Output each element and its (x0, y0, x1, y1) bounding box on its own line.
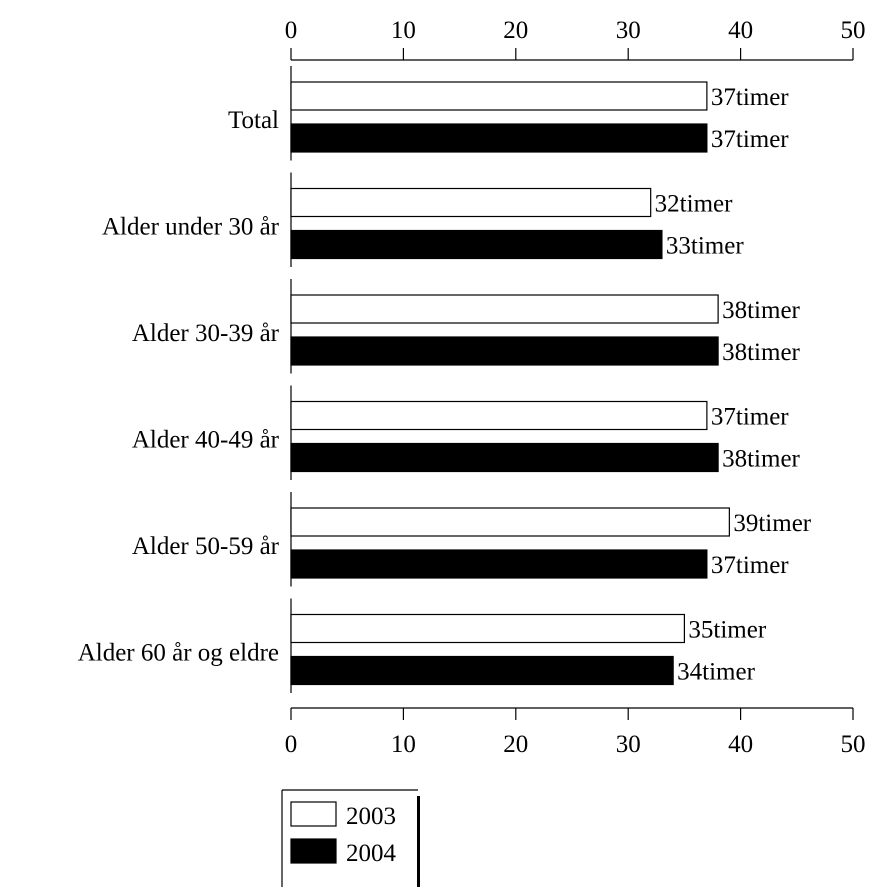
data-label-2004: 33timer (666, 233, 744, 260)
x-tick-label-top: 40 (728, 17, 753, 44)
data-label-2003: 38timer (722, 297, 800, 324)
category-label: Alder 30-39 år (132, 320, 280, 347)
data-label-2004: 37timer (711, 552, 789, 579)
category-label: Alder 40-49 år (132, 427, 280, 454)
bars: 37timer 37timer 32timer 33timer 38timer 38tim… (290, 81, 812, 686)
data-label-2004: 34timer (677, 659, 755, 686)
category-label: Alder 60 år og eldre (78, 640, 279, 667)
data-label-2003: 39timer (733, 510, 811, 537)
x-tick-label-bottom: 40 (728, 731, 753, 758)
x-tick-label-top: 50 (841, 17, 866, 44)
data-label-2004: 38timer (722, 446, 800, 473)
data-label-2003: 35timer (688, 617, 766, 644)
legend-border-right (417, 796, 420, 887)
x-tick-label-top: 10 (391, 17, 416, 44)
x-tick-label-bottom: 20 (503, 731, 528, 758)
bar-2004 (290, 549, 708, 579)
legend: 2003 2004 (281, 789, 420, 887)
data-label-2003: 37timer (711, 404, 789, 431)
bar-2004 (290, 655, 674, 686)
bar-2003 (290, 81, 708, 111)
x-tick-label-top: 30 (616, 17, 641, 44)
bar-2003 (290, 613, 685, 644)
category-label: Alder 50-59 år (132, 533, 280, 560)
chart-axes: 0 0 10 10 20 20 30 30 40 40 50 50 (285, 17, 866, 758)
bar-2003 (290, 187, 652, 218)
bar-2004 (290, 442, 719, 473)
data-label-2004: 38timer (722, 339, 800, 366)
legend-label-2003: 2003 (346, 803, 396, 830)
category-labels: Total Alder under 30 år Alder 30-39 år Alde… (78, 107, 280, 667)
x-tick-label-top: 0 (285, 17, 298, 44)
legend-swatch-2003 (290, 801, 337, 827)
legend-label-2004: 2004 (346, 840, 397, 867)
x-tick-label-bottom: 0 (285, 731, 298, 758)
bar-2004 (290, 123, 708, 153)
data-label-2003: 37timer (711, 84, 789, 111)
x-tick-label-bottom: 10 (391, 731, 416, 758)
bar-2003 (290, 507, 730, 537)
bar-2003 (290, 400, 708, 431)
category-label: Total (228, 107, 279, 134)
bar-2004 (290, 229, 663, 260)
data-label-2004: 37timer (711, 126, 789, 153)
x-tick-label-top: 20 (503, 17, 528, 44)
bar-2004 (290, 336, 719, 366)
data-label-2003: 32timer (655, 191, 733, 218)
bar-2003 (290, 294, 719, 324)
legend-swatch-2004 (290, 838, 337, 864)
x-tick-label-bottom: 30 (616, 731, 641, 758)
category-label: Alder under 30 år (102, 214, 280, 241)
x-tick-label-bottom: 50 (841, 731, 866, 758)
